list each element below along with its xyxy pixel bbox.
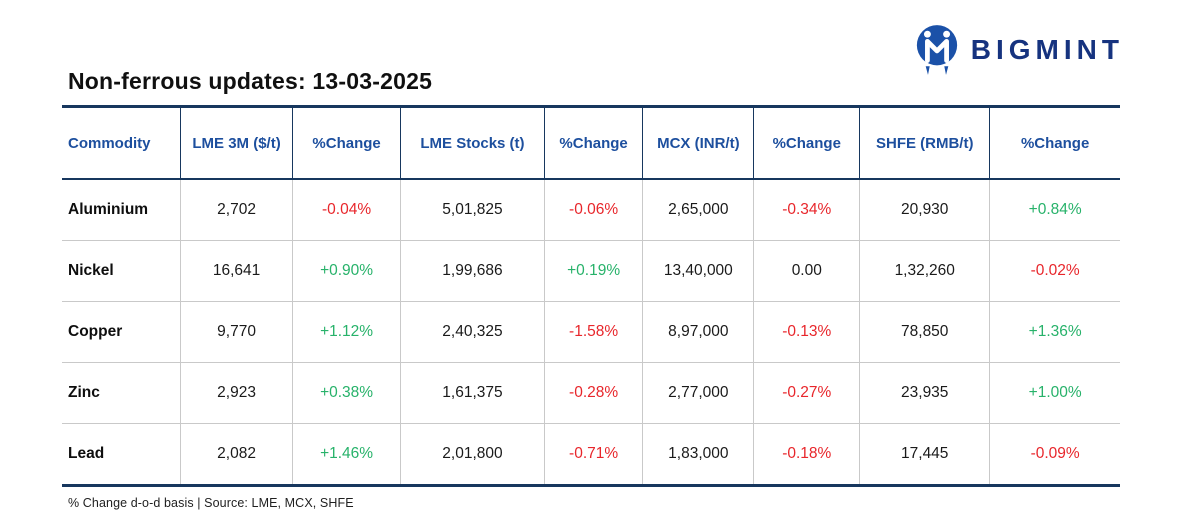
column-header-shfe: SHFE (RMB/t) (859, 106, 991, 180)
brand-logo: BIGMINT (914, 22, 1124, 78)
change-cell: -0.18% (753, 423, 861, 486)
value-cell: 5,01,825 (400, 179, 545, 241)
value-cell: 17,445 (859, 423, 991, 486)
table-row: Lead 2,082 +1.46% 2,01,800 -0.71% 1,83,000 -0.… (62, 423, 1120, 486)
change-cell: -0.09% (989, 423, 1120, 486)
value-cell: 78,850 (859, 301, 991, 363)
change-cell: -0.06% (544, 179, 644, 241)
change-cell: +0.38% (292, 362, 402, 424)
change-cell: +1.46% (292, 423, 402, 486)
change-cell: -0.34% (753, 179, 861, 241)
change-cell: 0.00 (753, 240, 861, 302)
column-header-mcx: MCX (INR/t) (642, 106, 755, 180)
column-header-commodity: Commodity (62, 106, 181, 180)
change-cell: -0.04% (292, 179, 402, 241)
value-cell: 2,40,325 (400, 301, 545, 363)
footnote: % Change d-o-d basis | Source: LME, MCX,… (68, 496, 354, 510)
change-cell: -0.71% (544, 423, 644, 486)
commodity-cell: Aluminium (62, 179, 181, 241)
table-row: Zinc 2,923 +0.38% 1,61,375 -0.28% 2,77,000 -0.… (62, 362, 1120, 424)
change-cell: -1.58% (544, 301, 644, 363)
change-cell: +0.90% (292, 240, 402, 302)
change-cell: -0.27% (753, 362, 861, 424)
value-cell: 8,97,000 (642, 301, 755, 363)
column-header-change-2: %Change (544, 106, 644, 180)
value-cell: 23,935 (859, 362, 991, 424)
change-cell: -0.13% (753, 301, 861, 363)
table-body: Aluminium 2,702 -0.04% 5,01,825 -0.06% 2,65,0… (62, 179, 1120, 486)
value-cell: 16,641 (180, 240, 294, 302)
value-cell: 2,923 (180, 362, 294, 424)
bigmint-logo-icon (914, 22, 960, 78)
value-cell: 2,65,000 (642, 179, 755, 241)
table-row: Nickel 16,641 +0.90% 1,99,686 +0.19% 13,40,00… (62, 240, 1120, 302)
commodity-cell: Lead (62, 423, 181, 486)
commodity-cell: Zinc (62, 362, 181, 424)
change-cell: -0.28% (544, 362, 644, 424)
change-cell: -0.02% (989, 240, 1120, 302)
column-header-lme-stocks: LME Stocks (t) (400, 106, 545, 180)
commodity-cell: Nickel (62, 240, 181, 302)
column-header-change-1: %Change (292, 106, 402, 180)
column-header-change-4: %Change (989, 106, 1120, 180)
column-header-lme-3m: LME 3M ($/t) (180, 106, 294, 180)
change-cell: +1.12% (292, 301, 402, 363)
change-cell: +1.00% (989, 362, 1120, 424)
value-cell: 1,32,260 (859, 240, 991, 302)
value-cell: 2,702 (180, 179, 294, 241)
value-cell: 2,082 (180, 423, 294, 486)
brand-name: BIGMINT (970, 34, 1124, 65)
commodity-cell: Copper (62, 301, 181, 363)
value-cell: 9,770 (180, 301, 294, 363)
value-cell: 2,77,000 (642, 362, 755, 424)
value-cell: 1,61,375 (400, 362, 545, 424)
value-cell: 1,99,686 (400, 240, 545, 302)
change-cell: +0.84% (1028, 201, 1082, 218)
table-header: Commodity LME 3M ($/t) %Change LME Stock… (62, 106, 1120, 180)
value-cell: 20,930 (859, 179, 991, 241)
value-cell: 1,83,000 (642, 423, 755, 486)
change-cell: +0.19% (544, 240, 644, 302)
column-header-change-3: %Change (753, 106, 861, 180)
table-row: Aluminium 2,702 -0.04% 5,01,825 -0.06% 2,65,0… (62, 179, 1120, 241)
value-cell: 2,01,800 (400, 423, 545, 486)
value-cell: 13,40,000 (642, 240, 755, 302)
change-cell: +1.36% (989, 301, 1120, 363)
table-row: Copper 9,770 +1.12% 2,40,325 -1.58% 8,97,000-… (62, 301, 1120, 363)
page-title: Non-ferrous updates: 13-03-2025 (68, 68, 433, 94)
commodity-table: Commodity LME 3M ($/t) %Change LME Stock… (62, 105, 1120, 487)
